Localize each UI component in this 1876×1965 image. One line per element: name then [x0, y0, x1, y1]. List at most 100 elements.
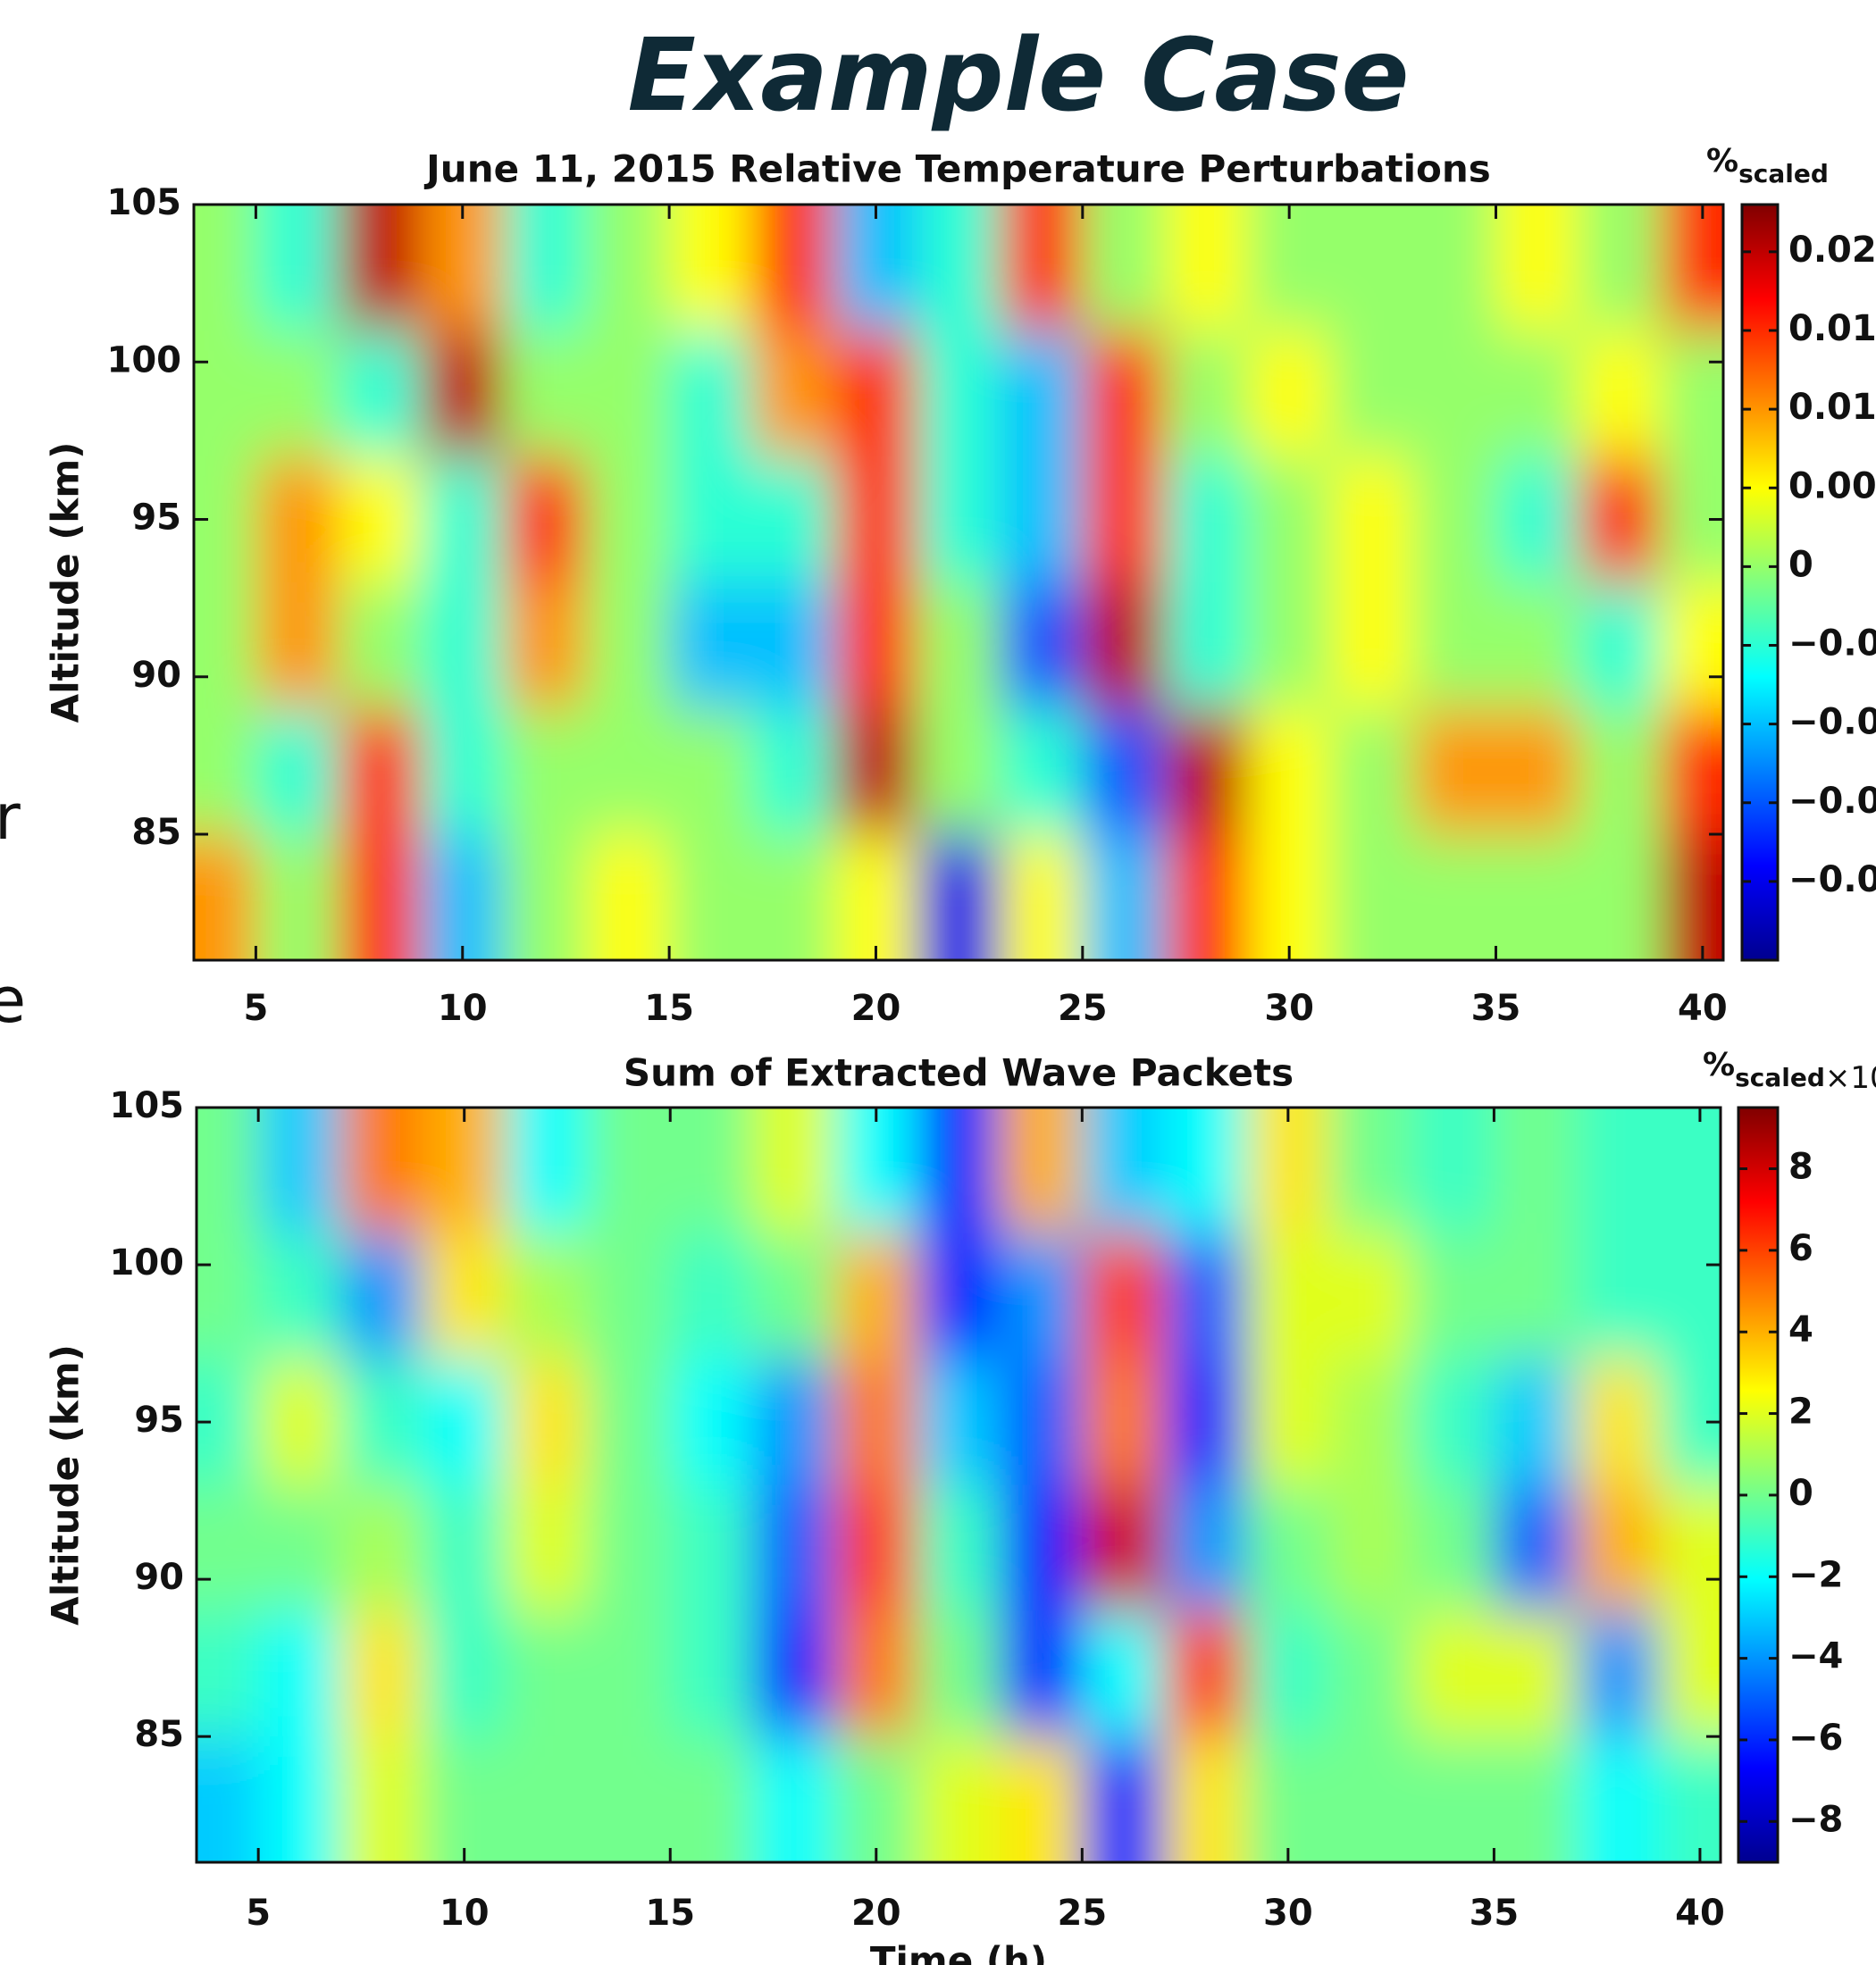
colorbar-label: %scaled [1706, 143, 1829, 188]
y-tick-label: 90 [134, 1557, 184, 1598]
heat-cell [197, 1108, 260, 1234]
heat-cell [588, 1610, 672, 1738]
colorbar-tick-label: −4 [1788, 1636, 1843, 1677]
heat-cell [1082, 1610, 1166, 1738]
heat-cell [1164, 1233, 1248, 1360]
x-tick-label: 15 [645, 1893, 695, 1934]
heat-cell [1247, 582, 1332, 709]
heat-cell [1247, 330, 1332, 457]
heat-cell [834, 330, 918, 457]
heat-cell [1576, 1233, 1660, 1360]
heat-cell [338, 834, 423, 960]
x-tick-label: 40 [1678, 988, 1728, 1029]
heat-cell [258, 1233, 342, 1360]
heat-cell [1495, 708, 1580, 835]
heat-cell [258, 1736, 342, 1862]
heat-cell [1330, 205, 1414, 331]
heat-cell [1000, 708, 1084, 835]
heat-cell [1082, 330, 1167, 457]
heat-cell [834, 708, 918, 835]
heat-cell [752, 1233, 836, 1360]
heat-cell [504, 708, 588, 835]
colorbar-tick-label: 0.015 [1788, 308, 1876, 349]
heat-cell [504, 582, 588, 709]
heat-cell [1411, 1736, 1495, 1862]
heat-cell [588, 1484, 672, 1612]
colorbar-tick-label: −0.01 [1788, 702, 1876, 743]
y-axis-label: Altitude (km) [44, 442, 88, 723]
heat-cell [255, 456, 339, 583]
heat-cell [1411, 1233, 1495, 1360]
heat-cell [1000, 330, 1084, 457]
heatmap-cells [197, 1108, 1721, 1862]
heat-cell [258, 1484, 342, 1612]
colorbar-tick-label: −6 [1788, 1718, 1843, 1759]
heat-cell [1000, 1359, 1084, 1486]
heat-cell [258, 1359, 342, 1486]
heat-cell [1246, 1484, 1330, 1612]
heat-cell [1330, 456, 1414, 583]
heat-cell [1411, 1610, 1495, 1738]
colorbar-tick-label: −0.02 [1788, 859, 1876, 900]
heat-cell [752, 1359, 836, 1486]
heat-cell [255, 582, 339, 709]
heat-cell [1165, 834, 1249, 960]
x-tick-label: 40 [1675, 1893, 1725, 1934]
heat-cell [669, 708, 753, 835]
heat-cell [421, 456, 506, 583]
heat-cell [1082, 834, 1167, 960]
colorbar-label-part: % [1706, 143, 1738, 180]
heatmap [194, 205, 1723, 960]
x-tick-label: 15 [644, 988, 694, 1029]
x-tick-label: 25 [1058, 988, 1108, 1029]
heat-cell [1247, 456, 1332, 583]
heat-cell [1579, 456, 1662, 583]
colorbar-tick-label: −0.005 [1788, 623, 1876, 665]
heat-cell [1495, 205, 1580, 331]
colorbar-tick-label: 2 [1788, 1392, 1813, 1433]
heat-cell [1330, 582, 1414, 709]
heat-cell [1082, 1359, 1166, 1486]
heat-cell [340, 1736, 424, 1862]
heat-cell [1082, 582, 1167, 709]
heat-cell [1000, 1736, 1084, 1862]
heat-cell [1165, 582, 1249, 709]
heat-cell [255, 834, 339, 960]
heat-cell [338, 582, 423, 709]
heat-cell [1579, 330, 1662, 457]
colorbar-label-part: ×10 [1825, 1060, 1876, 1096]
side-text: e [0, 964, 26, 1037]
heat-cell [751, 205, 836, 331]
heat-cell [1000, 1233, 1084, 1360]
heat-cell [340, 1484, 424, 1612]
heat-cell [1165, 708, 1249, 835]
heat-cell [752, 1610, 836, 1738]
heat-cell [1494, 1108, 1578, 1234]
heat-cell [1412, 330, 1497, 457]
heat-cell [1494, 1233, 1578, 1360]
heat-cell [588, 1108, 672, 1234]
heat-cell [1082, 456, 1167, 583]
heat-cell [1000, 834, 1084, 960]
heat-cell [917, 330, 1001, 457]
x-tick-label: 5 [246, 1893, 271, 1934]
heat-cell [1164, 1484, 1248, 1612]
y-tick-label: 105 [110, 1085, 185, 1126]
heat-cell [834, 1484, 918, 1612]
heat-cell [588, 1359, 672, 1486]
heat-cell [1330, 834, 1414, 960]
heat-cell [834, 582, 918, 709]
heat-cell [1579, 205, 1662, 331]
heat-cell [1247, 708, 1332, 835]
heat-cell [669, 205, 753, 331]
heat-cell [258, 1610, 342, 1738]
heat-cell [258, 1108, 342, 1234]
y-tick-label: 90 [131, 655, 181, 696]
heat-cell [1495, 330, 1580, 457]
heat-cell [917, 582, 1001, 709]
colorbar [1737, 1106, 1780, 1864]
heat-cell [588, 1233, 672, 1360]
heat-cell [423, 1610, 507, 1738]
heat-cell [505, 1610, 590, 1738]
heat-cell [1247, 205, 1332, 331]
